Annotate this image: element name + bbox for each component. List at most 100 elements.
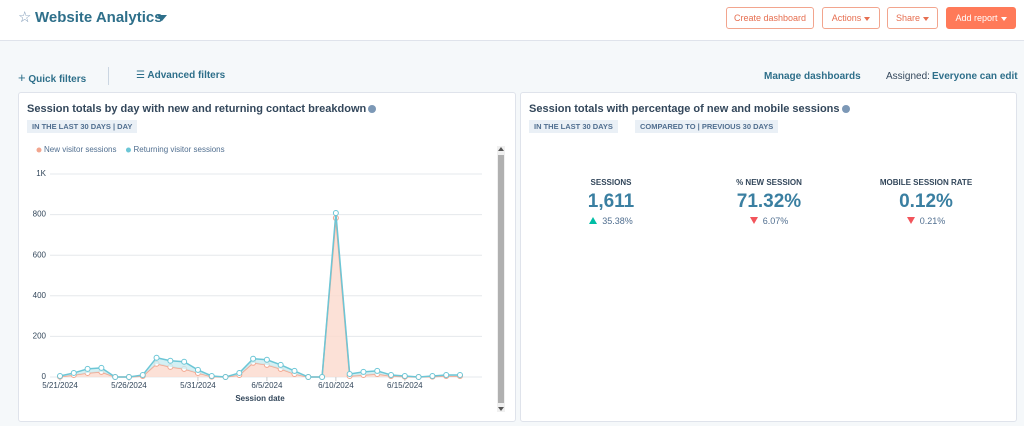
x-tick-label: 6/5/2024 [251,381,283,390]
point [167,357,174,364]
line [59,217,460,378]
scroll-up[interactable] [498,147,504,151]
x-tick-label: 5/26/2024 [111,381,147,390]
x-axis-label: Session date [235,394,285,403]
point [112,374,119,380]
point [346,370,353,377]
assigned-value[interactable]: Everyone can edit [932,71,1018,82]
point [153,354,160,361]
kpi-change: 0.21% [846,216,1006,226]
label: Advanced filters [147,70,226,81]
kpi-label: MOBILE SESSION RATE [879,178,973,187]
point [388,371,395,378]
share-button[interactable]: Share [887,7,938,29]
point [70,369,77,376]
quick-filters[interactable]: + Quick filters [18,70,87,85]
point [401,372,408,379]
point [443,371,450,378]
y-tick-label: 200 [33,332,47,341]
y-tick-label: 400 [33,291,47,300]
advanced-filters[interactable]: ☰ Advanced filters [136,70,226,81]
assigned-label: Assigned: [886,71,930,82]
point [360,368,367,375]
tag: COMPARED TO | PREVIOUS 30 DAYS [635,120,779,133]
actions-button[interactable]: Actions [822,7,880,29]
legend-swatch [125,147,131,153]
manage-dashboards[interactable]: Manage dashboards [764,71,861,82]
tag: IN THE LAST 30 DAYS | DAY [27,120,138,133]
area [60,212,460,377]
change-text: 0.21% [919,216,946,226]
kpi: MOBILE SESSION RATE 0.12% 0.21% [846,178,1006,226]
label: Quick filters [28,74,87,85]
point [277,361,284,368]
y-tick-label: 800 [33,210,47,219]
scroll-down[interactable] [498,407,504,411]
x-tick-label: 5/21/2024 [42,381,78,390]
star-icon[interactable]: ☆ [18,9,32,26]
title-text: Session totals with percentage of new an… [529,103,840,115]
legend-label: Returning visitor sessions [133,145,224,154]
kpi: % NEW SESSION 71.32% 6.07% [689,178,849,226]
title-caret[interactable] [157,15,167,21]
create-dashboard-button[interactable]: Create dashboard [726,7,814,29]
point [305,374,312,380]
kpi-value: 1,611 [587,191,635,212]
point [125,374,132,380]
area [60,218,460,377]
y-tick-label: 600 [33,250,47,259]
card-title: Session totals with percentage of new an… [529,103,850,115]
y-tick-label: 1K [36,169,46,178]
point [250,355,257,362]
kpi-value: 0.12% [899,191,953,212]
chart-card: Session totals by day with new and retur… [18,92,516,422]
x-tick-label: 5/31/2024 [180,381,216,390]
header: ☆ Website Analytics Create dashboard Act… [0,0,1024,41]
title-text: Session totals by day with new and retur… [27,103,367,115]
kpi-value: 71.32% [736,191,802,212]
point [208,372,215,379]
x-tick-label: 6/15/2024 [387,381,423,390]
button-label: Actions [831,13,862,23]
kpi-label: SESSIONS [590,178,632,187]
point [181,358,188,365]
scrollbar-thumb[interactable] [498,155,504,403]
divider [108,67,109,85]
line [59,212,460,378]
point [457,371,463,378]
point [222,374,229,380]
chart: Session date 0 200 400 600 800 1K 5/21/2024 5/2… [33,145,505,412]
kpi-card: Session totals with percentage of new an… [520,92,1017,422]
point [429,372,436,379]
button-label: Create dashboard [733,13,807,23]
kpi: SESSIONS 1,611 35.38% [531,178,691,226]
change-text: 35.38% [602,216,633,226]
button-label: Share [895,13,921,23]
tag: IN THE LAST 30 DAYS [529,120,618,133]
legend-label: New visitor sessions [44,145,116,154]
point [194,366,201,373]
point [84,365,91,372]
point [332,209,339,216]
point [236,369,243,376]
legend-swatch [36,147,42,153]
point [319,374,326,380]
dashboard-title[interactable]: Website Analytics [35,9,163,26]
kpi-change: 35.38% [531,216,691,226]
point [415,374,422,380]
kpi-change: 6.07% [689,216,849,226]
x-tick-label: 6/10/2024 [318,381,354,390]
add-report-button[interactable]: Add report [946,7,1016,29]
point [57,372,63,379]
point [291,367,298,374]
point [98,364,105,371]
change-text: 6.07% [762,216,789,226]
y-tick-label: 0 [42,372,47,381]
point [374,367,381,374]
point [263,356,270,363]
card-title: Session totals by day with new and retur… [27,103,377,115]
point [139,371,146,378]
button-label: Add report [955,13,998,23]
kpi-label: % NEW SESSION [736,178,802,187]
